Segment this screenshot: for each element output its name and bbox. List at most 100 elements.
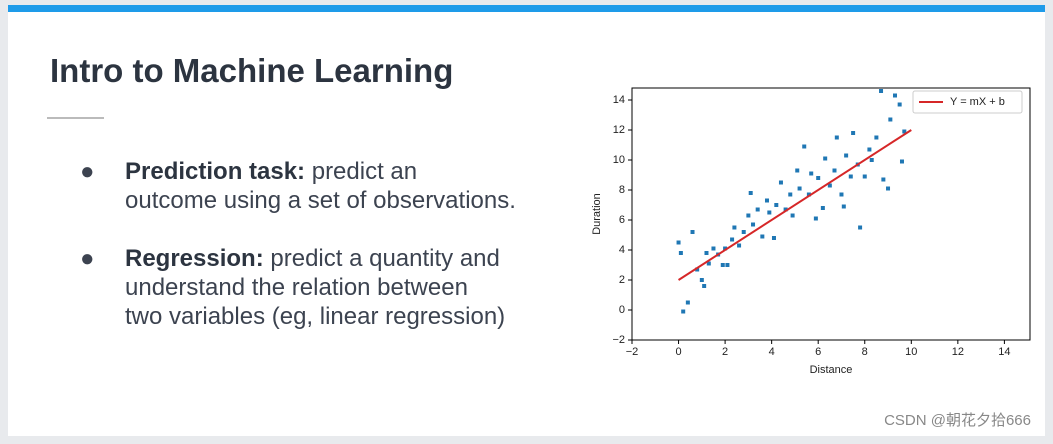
scatter-point — [774, 203, 779, 207]
scatter-point — [888, 117, 893, 122]
scatter-point — [881, 177, 886, 182]
bullet-label: Prediction task: — [125, 158, 306, 185]
x-tick-label: 0 — [675, 346, 681, 358]
scatter-point — [690, 230, 695, 234]
bullet: ● Regression: predict a quantity and und… — [80, 244, 506, 331]
scatter-point — [858, 225, 863, 230]
y-tick-label: 6 — [619, 214, 625, 226]
scatter-point — [844, 153, 849, 158]
top-bar — [8, 5, 1045, 12]
scatter-point — [755, 207, 760, 212]
legend-label: Y = mX + b — [950, 96, 1005, 108]
slide-title: Intro to Machine Learning — [50, 52, 454, 89]
bullet-label: Regression: — [125, 245, 264, 272]
scatter-point — [723, 246, 728, 251]
scatter-point — [699, 278, 704, 282]
scatter-point — [790, 213, 795, 218]
y-tick-label: 14 — [613, 94, 625, 106]
scatter-point — [839, 192, 844, 197]
scatter-point — [841, 204, 846, 209]
scatter-point — [706, 261, 711, 266]
bullet-text: predict an — [311, 158, 418, 185]
y-tick-label: 8 — [619, 184, 625, 196]
scatter-point — [886, 186, 891, 191]
bullet: ● Prediction task: predict an outcome us… — [80, 157, 516, 215]
scatter-point — [704, 251, 709, 255]
y-axis-label: Duration — [591, 193, 603, 235]
scatter-point — [678, 251, 683, 255]
x-tick-label: −2 — [626, 346, 639, 358]
y-tick-label: 2 — [619, 274, 625, 286]
scatter-point — [795, 168, 800, 173]
scatter-point — [685, 300, 690, 305]
scatter-point — [897, 102, 902, 107]
scatter-point — [797, 186, 802, 191]
title-rule — [47, 117, 104, 119]
x-tick-label: 2 — [722, 346, 728, 358]
scatter-point — [827, 183, 832, 188]
scatter-point — [788, 192, 793, 197]
scatter-point — [816, 176, 821, 180]
scatter-point — [899, 159, 904, 164]
plot-frame — [631, 87, 1031, 341]
scatter-point — [851, 131, 856, 135]
scatter-point — [741, 230, 746, 234]
scatter-point — [778, 180, 783, 185]
x-tick-label: 6 — [815, 346, 821, 358]
scatter-point — [720, 263, 725, 267]
scatter-point — [760, 234, 765, 239]
bullet-text: predict a quantity and — [270, 245, 500, 272]
scatter-point — [902, 129, 907, 134]
scatter-point — [834, 135, 839, 140]
x-tick-label: 8 — [862, 346, 868, 358]
scatter-point — [748, 191, 753, 195]
scatter-point — [832, 168, 837, 173]
y-tick-label: 10 — [613, 154, 625, 166]
bullet-text: two variables (eg, linear regression) — [125, 303, 506, 330]
y-tick-label: 12 — [613, 124, 625, 136]
x-axis-label: Distance — [810, 364, 853, 376]
y-tick-label: 4 — [619, 244, 625, 256]
scatter-point — [874, 135, 879, 140]
scatter-point — [695, 267, 700, 272]
y-tick-label: −2 — [612, 334, 625, 346]
y-tick-label: 0 — [619, 304, 625, 316]
scatter-point — [848, 174, 853, 179]
scatter-point — [676, 240, 681, 245]
slide: Intro to Machine Learning ● Prediction t… — [8, 12, 1045, 436]
scatter-point — [869, 158, 874, 162]
scatter-point — [771, 236, 776, 240]
scatter-point — [879, 89, 884, 93]
scatter-point — [820, 206, 825, 210]
scatter-point — [802, 144, 807, 149]
scatter-point — [702, 284, 707, 288]
scatter-point — [737, 243, 742, 248]
scatter-point — [764, 198, 769, 203]
scatter-point — [751, 222, 756, 227]
x-tick-label: 4 — [769, 346, 775, 358]
scatter-point — [862, 174, 867, 179]
legend-box — [912, 90, 1023, 114]
scatter-point — [681, 309, 686, 314]
scatter-point — [867, 147, 872, 152]
scatter-point — [783, 207, 788, 212]
x-tick-label: 10 — [905, 346, 917, 358]
bullet-dot: ● — [80, 245, 95, 272]
watermark: CSDN @朝花夕拾666 — [884, 412, 1031, 429]
x-tick-label: 12 — [952, 346, 964, 358]
bullet-text: outcome using a set of observations. — [125, 187, 516, 214]
bullet-dot: ● — [80, 158, 95, 185]
scatter-point — [823, 156, 828, 161]
x-tick-label: 14 — [998, 346, 1010, 358]
scatter-point — [730, 237, 735, 242]
scatter-point — [813, 216, 818, 221]
scatter-point — [746, 213, 751, 218]
scatter-point — [809, 171, 814, 176]
scatter-point — [767, 210, 772, 215]
scatter-point — [893, 93, 898, 98]
bullet-text: understand the relation between — [125, 274, 468, 301]
scatter-point — [806, 192, 811, 197]
scatter-point — [711, 246, 716, 251]
